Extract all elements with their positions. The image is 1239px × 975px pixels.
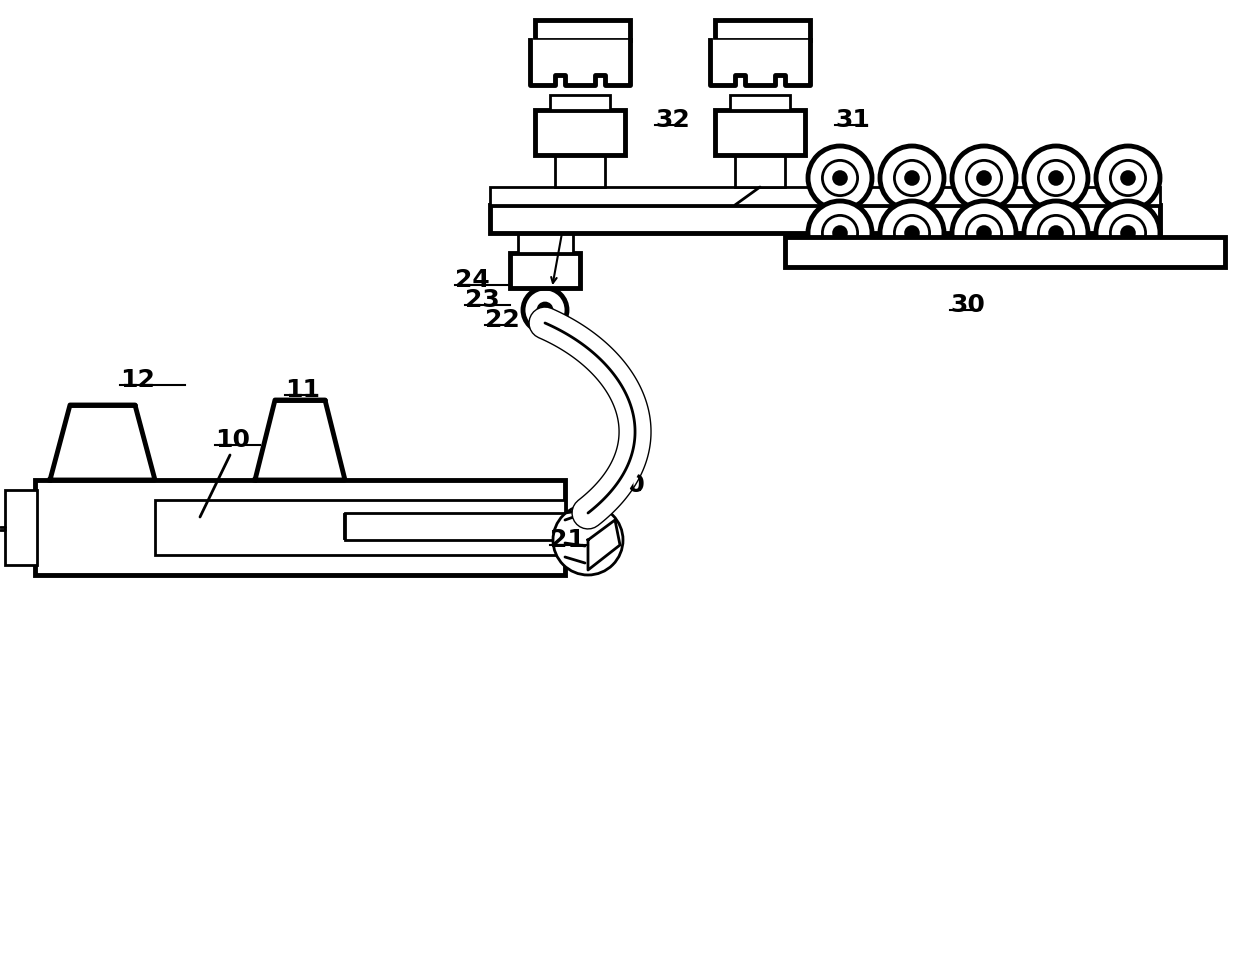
Circle shape: [553, 505, 623, 575]
Bar: [786, 237, 1225, 267]
Circle shape: [1038, 161, 1074, 196]
Circle shape: [823, 161, 857, 196]
Circle shape: [808, 201, 872, 265]
Text: 11: 11: [285, 378, 320, 402]
Circle shape: [1049, 226, 1062, 240]
Polygon shape: [255, 400, 344, 480]
Bar: [155, 500, 565, 555]
Bar: [715, 110, 805, 155]
Bar: [730, 95, 790, 110]
Bar: [535, 110, 624, 155]
Circle shape: [1023, 146, 1088, 210]
Circle shape: [966, 215, 1001, 251]
Polygon shape: [710, 40, 810, 85]
Text: 22: 22: [484, 308, 519, 332]
Bar: [715, 20, 810, 40]
Text: 30: 30: [950, 293, 985, 317]
Circle shape: [952, 201, 1016, 265]
Circle shape: [834, 226, 846, 240]
Bar: [489, 205, 1160, 233]
Bar: [735, 155, 786, 187]
Circle shape: [1097, 146, 1160, 210]
Bar: [5, 490, 37, 565]
Bar: [535, 20, 629, 40]
Circle shape: [978, 172, 990, 184]
Circle shape: [966, 161, 1001, 196]
Bar: [510, 253, 580, 288]
Bar: [518, 233, 572, 253]
Circle shape: [880, 201, 944, 265]
Bar: [344, 515, 565, 537]
Circle shape: [880, 146, 944, 210]
Circle shape: [906, 226, 918, 240]
Text: 12: 12: [120, 368, 155, 392]
Bar: [344, 513, 565, 540]
Bar: [550, 95, 610, 110]
Circle shape: [1121, 226, 1135, 240]
Circle shape: [523, 288, 567, 332]
Bar: [555, 155, 605, 187]
Text: 21: 21: [550, 528, 585, 552]
Circle shape: [834, 172, 846, 184]
Circle shape: [808, 146, 872, 210]
Circle shape: [1038, 215, 1074, 251]
Bar: [489, 187, 1160, 205]
Polygon shape: [50, 405, 155, 480]
Text: 24: 24: [455, 268, 489, 292]
Text: 31: 31: [835, 108, 870, 132]
Text: 32: 32: [655, 108, 690, 132]
Polygon shape: [530, 40, 629, 85]
Bar: [35, 480, 565, 575]
Circle shape: [895, 161, 929, 196]
Circle shape: [1023, 201, 1088, 265]
Text: 20: 20: [610, 473, 644, 497]
Circle shape: [1097, 201, 1160, 265]
Circle shape: [581, 533, 595, 547]
Text: 23: 23: [465, 288, 499, 312]
Circle shape: [566, 518, 610, 562]
Circle shape: [906, 172, 918, 184]
Circle shape: [567, 510, 603, 546]
Circle shape: [1049, 172, 1062, 184]
Circle shape: [538, 303, 553, 317]
Circle shape: [952, 146, 1016, 210]
Text: 10: 10: [216, 428, 250, 452]
Circle shape: [1121, 172, 1135, 184]
Circle shape: [978, 226, 990, 240]
Circle shape: [1110, 215, 1146, 251]
Circle shape: [895, 215, 929, 251]
Circle shape: [1110, 161, 1146, 196]
Circle shape: [823, 215, 857, 251]
